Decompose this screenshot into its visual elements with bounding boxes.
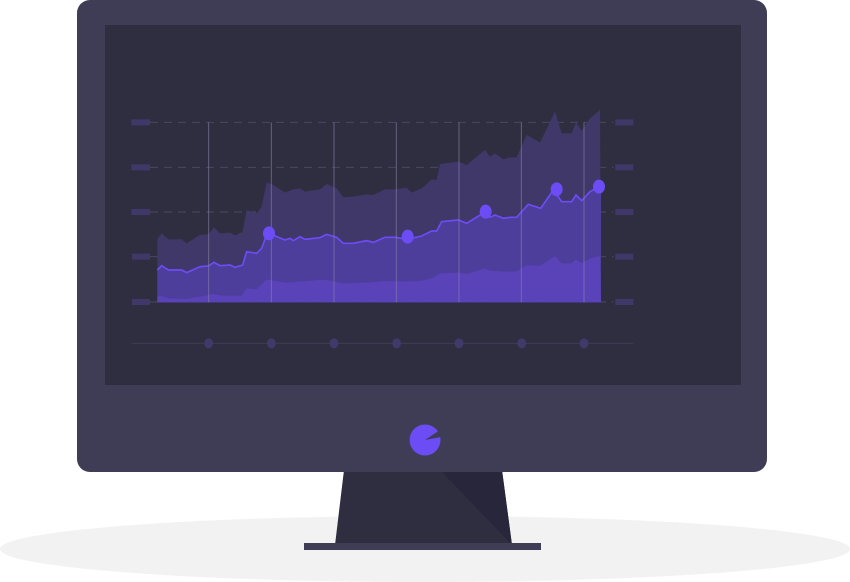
vertical-gridlines xyxy=(208,122,585,303)
data-point xyxy=(262,226,275,241)
stand-base xyxy=(304,543,541,550)
power-button[interactable] xyxy=(409,424,442,456)
area-bottom xyxy=(157,255,601,303)
x-axis-dot xyxy=(579,338,589,349)
data-point xyxy=(550,182,563,197)
x-axis-dot xyxy=(517,338,526,349)
left-tick-marks xyxy=(131,119,150,305)
stand-shade xyxy=(440,470,512,545)
highlight-points xyxy=(262,179,605,244)
monitor-stand xyxy=(304,470,541,550)
x-axis-dot xyxy=(204,338,213,349)
right-tick-marks xyxy=(615,119,634,305)
x-axis-dot xyxy=(392,338,401,349)
data-point xyxy=(479,204,492,219)
data-point xyxy=(592,179,605,194)
area-chart xyxy=(131,109,634,349)
x-axis-dot xyxy=(266,338,276,349)
x-axis-dot xyxy=(454,338,464,349)
power-icon-notch xyxy=(425,430,441,440)
x-axis-dots xyxy=(204,338,589,349)
trend-line xyxy=(156,185,600,274)
data-point xyxy=(401,229,414,244)
x-axis-dot xyxy=(329,338,339,349)
